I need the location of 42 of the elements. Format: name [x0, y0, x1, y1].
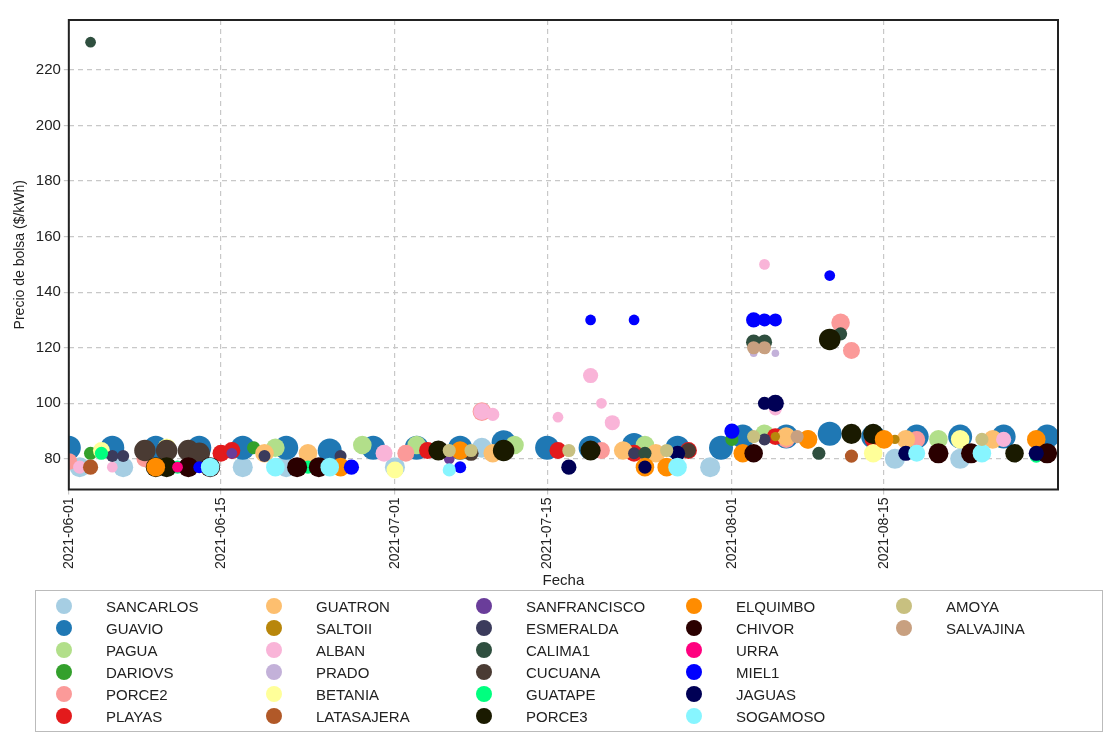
legend-label: PRADO — [316, 663, 370, 681]
legend-label: GUAVIO — [106, 619, 164, 637]
legend-label: PAGUA — [106, 641, 158, 659]
y-tick-label: 120 — [35, 337, 61, 355]
legend-label: BETANIA — [316, 685, 380, 703]
legend-label: SANFRANCISCO — [526, 597, 646, 615]
legend-label: ALBAN — [316, 641, 366, 659]
y-tick-label: 80 — [44, 448, 61, 466]
x-tick-label: 2021-08-15 — [874, 497, 891, 570]
y-axis-title: Precio de bolsa ($/kWh) — [11, 179, 28, 330]
legend-label: SALTOII — [316, 619, 373, 637]
legend-label: CHIVOR — [736, 619, 795, 637]
x-tick-label: 2021-06-15 — [211, 497, 228, 570]
legend-label: AMOYA — [946, 597, 1000, 615]
legend-label: CALIMA1 — [526, 641, 591, 659]
legend-label: PORCE2 — [106, 685, 168, 703]
legend-label: SALVAJINA — [946, 619, 1025, 637]
legend-label: ESMERALDA — [526, 619, 619, 637]
legend-label: SOGAMOSO — [736, 707, 826, 725]
legend-label: ELQUIMBO — [736, 597, 816, 615]
legend-label: JAGUAS — [736, 685, 797, 703]
x-tick-label: 2021-07-01 — [385, 497, 402, 570]
legend-label: URRA — [736, 641, 779, 659]
legend-label: PORCE3 — [526, 707, 588, 725]
x-tick-label: 2021-08-01 — [722, 497, 739, 570]
x-axis-title: Fecha — [542, 571, 585, 589]
x-tick-label: 2021-06-01 — [59, 497, 76, 570]
y-tick-label: 200 — [35, 115, 61, 133]
y-tick-label: 100 — [35, 393, 61, 411]
y-tick-label: 220 — [35, 60, 61, 78]
legend-label: GUATAPE — [526, 685, 596, 703]
legend-label: CUCUANA — [526, 663, 601, 681]
y-tick-label: 140 — [35, 282, 61, 300]
legend-label: LATASAJERA — [316, 707, 410, 725]
x-tick-label: 2021-07-15 — [537, 497, 554, 570]
legend-label: PLAYAS — [106, 707, 163, 725]
legend-label: GUATRON — [316, 597, 390, 615]
legend-label: SANCARLOS — [106, 597, 199, 615]
legend-label: DARIOVS — [106, 663, 174, 681]
y-tick-label: 180 — [35, 171, 61, 189]
y-tick-label: 160 — [35, 226, 61, 244]
legend-label: MIEL1 — [736, 663, 780, 681]
